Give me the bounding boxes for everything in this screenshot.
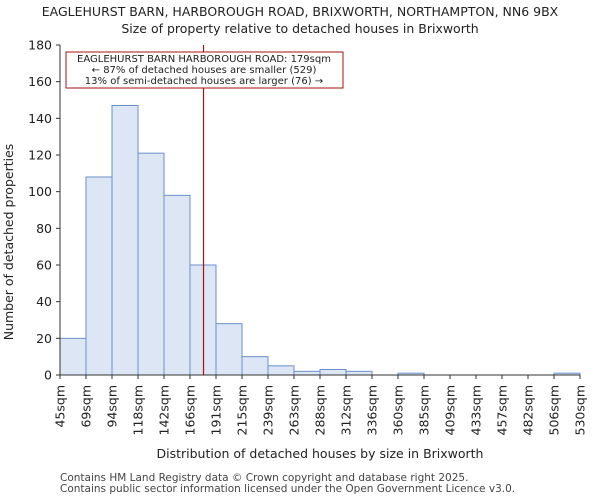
y-tick-label: 0 — [44, 368, 52, 383]
y-tick-label: 100 — [28, 184, 52, 199]
x-tick-label: 215sqm — [235, 385, 250, 435]
bar-118sqm — [137, 152, 165, 376]
y-tick-label: 120 — [28, 148, 52, 163]
y-tick-label: 60 — [36, 258, 52, 273]
x-axis-label: Distribution of detached houses by size … — [157, 446, 484, 461]
x-tick-label: 506sqm — [547, 385, 562, 435]
x-tick-label: 530sqm — [573, 385, 588, 435]
y-axis-label: Number of detached properties — [1, 144, 16, 341]
bar-191sqm — [215, 323, 243, 376]
y-tick-label: 40 — [36, 294, 52, 309]
x-tick-label: 69sqm — [79, 385, 94, 428]
x-tick-label: 433sqm — [469, 385, 484, 435]
x-tick-label: 482sqm — [521, 385, 536, 435]
x-tick-label: 239sqm — [261, 385, 276, 435]
chart-title: EAGLEHURST BARN, HARBOROUGH ROAD, BRIXWO… — [42, 4, 559, 19]
x-tick-label: 360sqm — [391, 385, 406, 435]
x-tick-label: 94sqm — [105, 385, 120, 428]
x-tick-label: 166sqm — [183, 385, 198, 435]
footer-line-1: Contains HM Land Registry data © Crown c… — [60, 472, 469, 484]
bar-94sqm — [111, 105, 139, 376]
bar-142sqm — [163, 194, 191, 376]
x-tick-label: 288sqm — [313, 385, 328, 435]
chart-subtitle: Size of property relative to detached ho… — [121, 21, 478, 36]
annotation-line-1: EAGLEHURST BARN HARBOROUGH ROAD: 179sqm — [77, 54, 331, 65]
footer-line-2: Contains public sector information licen… — [60, 483, 516, 495]
y-tick-label: 20 — [36, 331, 52, 346]
y-tick-label: 180 — [28, 38, 52, 53]
bar-69sqm — [85, 176, 113, 376]
x-tick-label: 385sqm — [417, 385, 432, 435]
x-tick-label: 45sqm — [53, 385, 68, 428]
x-tick-label: 263sqm — [287, 385, 302, 435]
x-tick-label: 409sqm — [443, 385, 458, 435]
bar-215sqm — [241, 356, 269, 376]
annotation-box: EAGLEHURST BARN HARBOROUGH ROAD: 179sqm … — [65, 51, 344, 89]
bar-239sqm — [267, 365, 295, 376]
annotation-line-3: 13% of semi-detached houses are larger (… — [85, 76, 323, 87]
bar-312sqm — [345, 370, 373, 376]
bars-group — [59, 105, 581, 376]
annotation-line-2: ← 87% of detached houses are smaller (52… — [92, 65, 317, 76]
y-tick-label: 80 — [36, 221, 52, 236]
bar-263sqm — [293, 370, 321, 376]
bar-45sqm — [59, 337, 87, 376]
y-tick-label: 140 — [28, 111, 52, 126]
x-tick-label: 312sqm — [339, 385, 354, 435]
x-tick-label: 118sqm — [131, 385, 146, 435]
y-tick-label: 160 — [28, 74, 52, 89]
x-axis-ticks: 45sqm 69sqm 94sqm 118sqm 142sqm 166sqm 191sqm 2… — [53, 375, 588, 435]
x-tick-label: 142sqm — [157, 385, 172, 435]
x-tick-label: 191sqm — [209, 385, 224, 435]
y-axis-ticks: 0 20 40 60 80 100 120 140 160 180 — [28, 38, 60, 383]
x-tick-label: 336sqm — [365, 385, 380, 435]
bar-288sqm — [319, 369, 347, 376]
x-tick-label: 457sqm — [495, 385, 510, 435]
